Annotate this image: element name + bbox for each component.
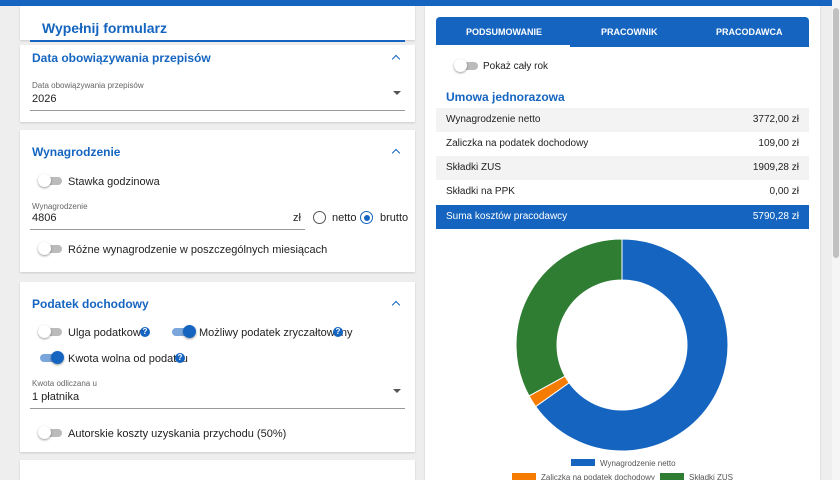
divider <box>30 40 405 42</box>
tab-indicator <box>436 45 570 47</box>
toggle-label: Kwota wolna od podatku <box>68 353 188 365</box>
help-icon[interactable]: ? <box>333 327 343 337</box>
row-label: Składki ZUS <box>446 162 502 173</box>
help-icon[interactable]: ? <box>175 353 185 363</box>
toggle[interactable] <box>38 242 62 255</box>
toggle-label: Stawka godzinowa <box>68 176 160 188</box>
top-bar <box>0 0 832 6</box>
tab[interactable]: PODSUMOWANIE <box>466 27 543 37</box>
help-icon[interactable]: ? <box>140 327 150 337</box>
toggle-label: Pokaż cały rok <box>483 61 549 72</box>
scrollbar[interactable] <box>832 0 840 480</box>
field-value[interactable]: 4806 <box>32 212 57 224</box>
toggle-label: Różne wynagrodzenie w poszczególnych mie… <box>68 244 328 256</box>
field-label: Data obowiązywania przepisów <box>32 81 144 90</box>
section-title[interactable]: Podatek dochodowy <box>32 297 149 311</box>
dropdown-arrow[interactable] <box>393 91 401 95</box>
legend-label: Zaliczka na podatek dochodowy <box>541 473 655 480</box>
row-amount: 0,00 zł <box>769 186 799 197</box>
summary-row: Składki na PPK 0,00 zł <box>436 180 809 204</box>
radio-label: brutto <box>380 212 409 224</box>
field-value[interactable]: 2026 <box>32 93 57 105</box>
unit: zł <box>293 212 301 224</box>
toggle-label: Autorskie koszty uzyskania przychodu (50… <box>68 428 287 440</box>
form-header <box>20 6 415 40</box>
summary-row: Zaliczka na podatek dochodowy 109,00 zł <box>436 132 809 156</box>
summary-row: Wynagrodzenie netto 3772,00 zł <box>436 108 809 132</box>
total-amount: 5790,28 zł <box>752 211 799 222</box>
toggle[interactable] <box>40 351 64 364</box>
row-label: Zaliczka na podatek dochodowy <box>446 138 589 149</box>
radio-label: netto <box>332 212 357 224</box>
toggle[interactable] <box>38 426 62 439</box>
field-value[interactable]: 1 płatnika <box>32 391 80 403</box>
toggle[interactable] <box>172 325 196 338</box>
donut-segment <box>534 238 729 452</box>
section-card <box>20 460 415 480</box>
donut-segment <box>515 238 623 397</box>
row-label: Składki na PPK <box>446 186 515 197</box>
summary-row: Składki ZUS 1909,28 zł <box>436 156 809 180</box>
section-card <box>20 282 415 452</box>
summary-heading: Umowa jednorazowa <box>446 90 565 104</box>
toggle[interactable] <box>454 59 478 72</box>
dropdown-arrow[interactable] <box>393 389 401 393</box>
tab[interactable]: PRACODAWCA <box>716 27 783 37</box>
toggle[interactable] <box>38 174 62 187</box>
section-title[interactable]: Data obowiązywania przepisów <box>32 51 211 65</box>
donut-chart: Wynagrodzenie netto Zaliczka na podatek d… <box>512 238 733 480</box>
row-amount: 1909,28 zł <box>752 162 799 173</box>
legend-swatch <box>660 473 684 480</box>
total-label: Suma kosztów pracodawcy <box>446 211 568 222</box>
form-title: Wypełnij formularz <box>42 20 167 36</box>
tab[interactable]: PRACOWNIK <box>601 27 658 37</box>
radio[interactable] <box>313 211 326 224</box>
legend-swatch <box>571 459 595 466</box>
radio-selected[interactable] <box>360 211 373 224</box>
underline <box>30 110 405 111</box>
field-label: Wynagrodzenie <box>32 202 88 211</box>
section-title[interactable]: Wynagrodzenie <box>32 145 121 159</box>
toggle[interactable] <box>38 325 62 338</box>
total-row: Suma kosztów pracodawcy 5790,28 zł <box>436 205 809 229</box>
row-label: Wynagrodzenie netto <box>446 114 541 125</box>
tab-bar <box>436 17 809 47</box>
row-amount: 3772,00 zł <box>752 114 799 125</box>
section-card <box>20 130 415 272</box>
row-amount: 109,00 zł <box>758 138 799 149</box>
underline <box>30 229 305 230</box>
legend-label: Wynagrodzenie netto <box>600 459 676 468</box>
underline <box>30 408 405 409</box>
toggle-label: Możliwy podatek zryczałtowany <box>199 327 353 339</box>
toggle-label: Ulga podatkowa <box>68 327 147 339</box>
section-card <box>20 45 415 122</box>
legend-swatch <box>512 473 536 480</box>
legend-label: Składki ZUS <box>689 473 733 480</box>
field-label: Kwota odliczana u <box>32 379 97 388</box>
